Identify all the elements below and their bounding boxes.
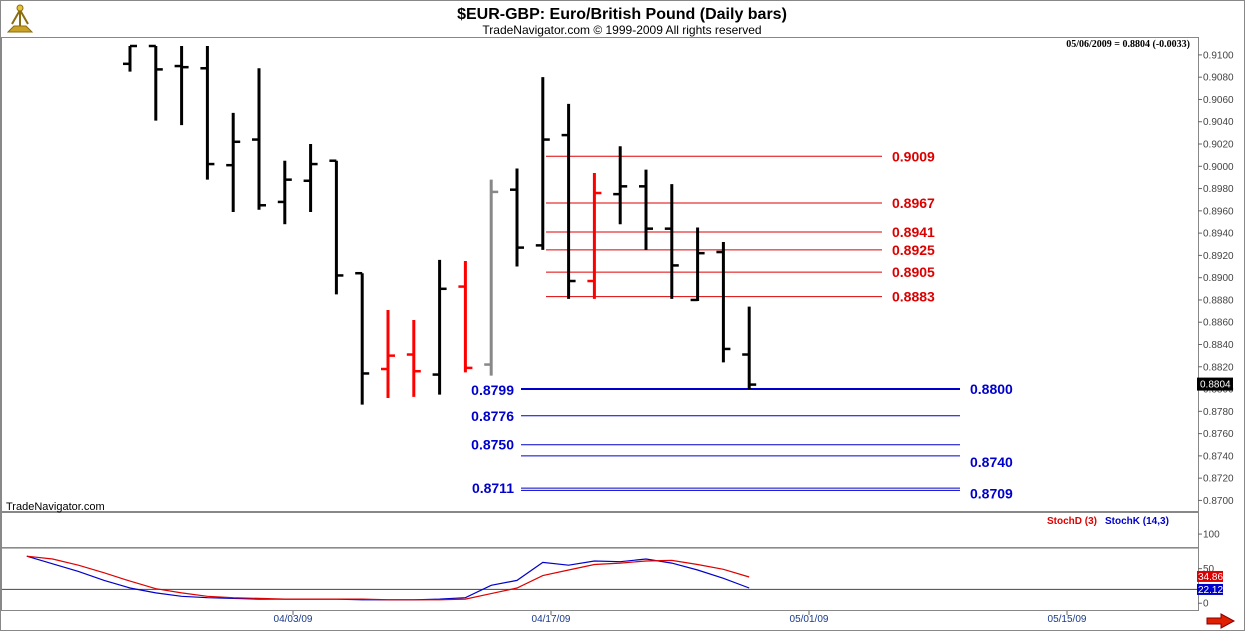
ohlc-bar	[561, 103, 576, 299]
price-tick-label: 0.8860	[1203, 318, 1234, 329]
ohlc-bar	[226, 112, 241, 212]
ohlc-bar	[716, 242, 731, 363]
ohlc-bar	[587, 172, 602, 299]
level-label-0.8883: 0.8883	[892, 289, 935, 305]
level-label-0.8740: 0.8740	[970, 454, 1013, 470]
price-axis: 0.9100 0.9080 0.9060 0.9040 0.9020 0.9000 0.89…	[1198, 50, 1234, 507]
stoch-tick-label: 0	[1203, 599, 1209, 610]
level-label-0.8709: 0.8709	[970, 485, 1013, 501]
right-arrow-icon[interactable]	[1206, 613, 1236, 629]
last-price-badge: 0.8804	[1197, 377, 1233, 391]
price-tick-label: 0.9100	[1203, 50, 1234, 61]
chart-subtitle: TradeNavigator.com © 1999-2009 All right…	[482, 23, 761, 37]
sextant-logo-icon	[6, 4, 34, 33]
level-label-0.8711: 0.8711	[472, 480, 514, 496]
ohlc-bar	[613, 146, 628, 225]
ohlc-bar	[200, 46, 215, 180]
stochastic-axis: 100 50 0	[2, 530, 1220, 610]
level-label-0.8799: 0.8799	[471, 382, 514, 398]
price-tick-label: 0.8740	[1203, 451, 1234, 462]
price-info-readout: 05/06/2009 = 0.8804 (-0.0033)	[1066, 39, 1190, 50]
chart-title: $EUR-GBP: Euro/British Pound (Daily bars…	[457, 6, 787, 23]
price-levels: 0.9009 0.8967 0.8941 0.8925 0.8905 0.8883 0.88…	[471, 148, 1013, 501]
level-label-0.8925: 0.8925	[892, 242, 935, 258]
stochk-last-value: 22.12	[1198, 585, 1223, 596]
ohlc-bar	[458, 260, 473, 373]
stoch-tick-label: 100	[1203, 530, 1220, 541]
level-label-0.8967: 0.8967	[892, 195, 935, 211]
price-tick-label: 0.9060	[1203, 95, 1234, 106]
ohlc-bar	[406, 319, 421, 397]
ohlc-bar	[123, 44, 137, 72]
ohlc-bar	[690, 227, 705, 302]
price-tick-label: 0.8760	[1203, 429, 1234, 440]
ohlc-bar	[664, 184, 679, 299]
price-tick-label: 0.9040	[1203, 117, 1234, 128]
level-label-0.9009: 0.9009	[892, 148, 935, 164]
price-tick-label: 0.8920	[1203, 251, 1234, 262]
price-tick-label: 0.8780	[1203, 407, 1234, 418]
ohlc-bar	[742, 306, 757, 390]
ohlc-bar	[252, 68, 266, 210]
date-tick-label: 05/01/09	[790, 614, 829, 625]
price-tick-label: 0.9020	[1203, 140, 1234, 151]
ohlc-bar	[432, 259, 447, 395]
price-tick-label: 0.8900	[1203, 273, 1234, 284]
price-tick-label: 0.8880	[1203, 295, 1234, 306]
ohlc-bar	[277, 160, 292, 225]
last-price-label: 0.8804	[1200, 380, 1231, 391]
ohlc-bars	[123, 44, 757, 405]
price-tick-label: 0.9000	[1203, 162, 1234, 173]
level-label-0.8941: 0.8941	[892, 224, 935, 240]
legend-stochk: StochK (14,3)	[1105, 516, 1169, 527]
stochastic-lines	[26, 555, 750, 601]
ohlc-bar	[148, 44, 163, 121]
date-tick-label: 04/03/09	[274, 614, 313, 625]
ohlc-bar	[484, 179, 499, 376]
ohlc-bar	[174, 46, 189, 126]
stochk-last-badge: 22.12	[1197, 583, 1223, 596]
price-tick-label: 0.9080	[1203, 73, 1234, 84]
ohlc-bar	[381, 309, 395, 398]
price-tick-label: 0.8960	[1203, 206, 1234, 217]
price-tick-label: 0.8820	[1203, 362, 1234, 373]
level-label-0.8905: 0.8905	[892, 264, 935, 280]
level-label-0.8750: 0.8750	[471, 437, 514, 453]
ohlc-bar	[535, 77, 550, 250]
ohlc-bar	[355, 271, 370, 405]
stoch-line-stochD	[26, 555, 750, 601]
stoch-tick-label: 50	[1203, 564, 1215, 575]
ohlc-bar	[639, 169, 653, 250]
price-tick-label: 0.8940	[1203, 229, 1234, 240]
price-panel-frame	[1, 37, 1199, 512]
ohlc-bar	[303, 144, 318, 212]
stochd-last-value: 34.86	[1198, 572, 1223, 583]
watermark: TradeNavigator.com	[6, 501, 105, 513]
price-tick-label: 0.8980	[1203, 184, 1234, 195]
date-tick-label: 04/17/09	[532, 614, 571, 625]
ohlc-bar	[510, 168, 524, 267]
price-tick-label: 0.8840	[1203, 340, 1234, 351]
price-tick-label: 0.8700	[1203, 496, 1234, 507]
level-label-0.8800: 0.8800	[970, 381, 1013, 397]
level-label-0.8776: 0.8776	[471, 408, 514, 424]
ohlc-bar	[329, 159, 344, 295]
legend-stochd: StochD (3)	[1047, 516, 1097, 527]
price-tick-label: 0.8720	[1203, 474, 1234, 485]
date-tick-label: 05/15/09	[1048, 614, 1087, 625]
stochd-last-badge: 34.86	[1197, 570, 1223, 583]
date-axis: 04/03/09 04/17/09 05/01/09 05/15/09	[274, 611, 1087, 625]
